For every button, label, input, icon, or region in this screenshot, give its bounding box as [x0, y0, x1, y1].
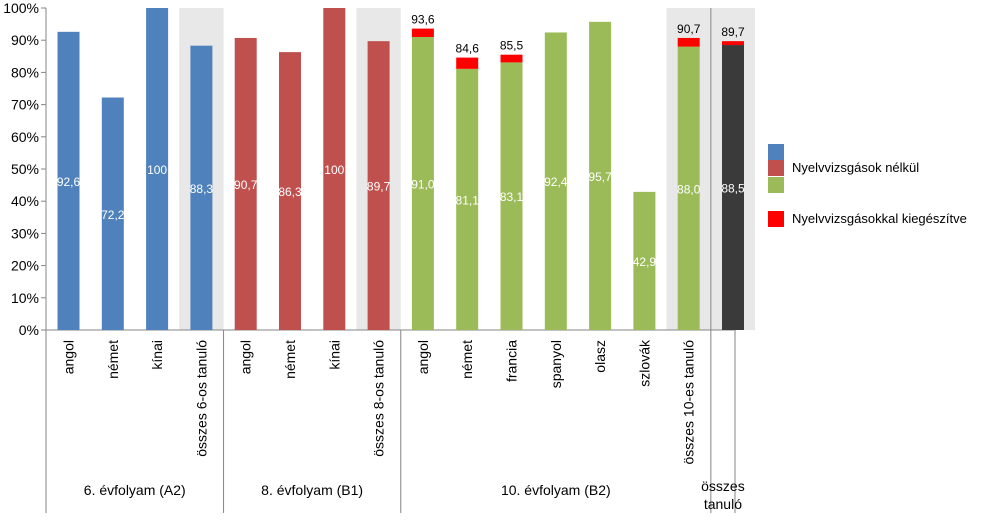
bar-value-label: 83,1	[500, 190, 524, 204]
bar-value-label: 86,3	[278, 185, 302, 199]
bar	[101, 97, 124, 331]
y-tick-label: 90%	[11, 32, 39, 48]
x-tick-label: német	[459, 340, 475, 379]
x-tick-label: angol	[238, 340, 254, 374]
bar	[279, 52, 301, 330]
y-tick-label: 50%	[11, 161, 39, 177]
bar-extra-segment	[456, 57, 479, 69]
legend-entry-without-exam: Nyelvvizsgások nélkül	[768, 144, 978, 194]
x-tick-label: angol	[61, 340, 77, 374]
y-tick-label: 70%	[11, 97, 39, 113]
legend-swatch-extra	[768, 211, 784, 227]
y-tick-label: 100%	[3, 0, 39, 16]
bar-value-label: 88,0	[677, 182, 701, 196]
x-tick-label: kínai	[326, 340, 342, 370]
bar-value-label: 88,3	[190, 182, 214, 196]
legend-label-without-exam: Nyelvvizsgások nélkül	[792, 160, 920, 175]
y-tick-label: 20%	[11, 258, 39, 274]
group-label-line: tanuló	[704, 496, 742, 512]
bar-value-label: 91,0	[411, 177, 435, 191]
bar	[57, 31, 80, 330]
bar-extra-segment	[411, 28, 434, 37]
bar	[190, 45, 213, 330]
bar-value-label: 100	[147, 163, 167, 177]
x-tick-label: összes 8-os tanuló	[371, 340, 387, 457]
y-tick-label: 10%	[11, 290, 39, 306]
bar-value-label: 81,1	[456, 193, 480, 207]
bar	[323, 8, 346, 330]
y-tick-label: 0%	[19, 322, 39, 338]
bar-total-label: 85,5	[500, 39, 524, 53]
bar-value-label: 100	[324, 163, 344, 177]
legend: Nyelvvizsgások nélkül Nyelvvizsgásokkal …	[768, 144, 978, 228]
bar	[677, 46, 700, 330]
bar-value-label: 90,7	[234, 178, 258, 192]
x-tick-label: spanyol	[548, 340, 564, 388]
bar-value-label: 88,5	[721, 182, 745, 196]
bar	[411, 36, 434, 330]
bar-total-label: 93,6	[411, 13, 435, 27]
x-tick-label: német	[105, 340, 121, 379]
legend-entry-with-exam: Nyelvvizsgásokkal kiegészítve	[768, 210, 978, 228]
y-tick-label: 60%	[11, 129, 39, 145]
bar-value-label: 72,2	[101, 208, 125, 222]
x-tick-label: összes 10-es tanuló	[681, 340, 697, 465]
bar-total-label: 89,7	[721, 25, 745, 39]
y-tick-label: 80%	[11, 64, 39, 80]
bar-extra-segment	[677, 37, 700, 47]
bar	[589, 21, 612, 330]
group-label: 6. évfolyam (A2)	[84, 482, 186, 498]
legend-swatch-blue	[768, 144, 784, 160]
legend-label-with-exam: Nyelvvizsgásokkal kiegészítve	[792, 211, 967, 226]
x-tick-label: francia	[504, 340, 520, 382]
bar-extra-segment	[722, 41, 744, 46]
x-tick-label: német	[282, 340, 298, 379]
bar	[500, 62, 523, 330]
group-label-line: összes	[701, 478, 745, 494]
bar	[633, 191, 656, 330]
x-tick-label: kínai	[149, 340, 165, 370]
bar-value-label: 92,4	[544, 175, 568, 189]
bar-value-label: 95,7	[588, 170, 612, 184]
group-label: 10. évfolyam (B2)	[501, 482, 611, 498]
bar	[544, 32, 567, 331]
bar	[146, 8, 169, 330]
bar-value-label: 89,7	[367, 180, 391, 194]
x-tick-label: összes 6-os tanuló	[193, 340, 209, 457]
legend-swatch-green	[768, 177, 784, 193]
legend-swatch-red	[768, 160, 784, 176]
bar-total-label: 84,6	[456, 42, 480, 56]
bar-total-label: 90,7	[677, 22, 701, 36]
bar	[367, 41, 390, 330]
bar	[234, 37, 257, 331]
bar-extra-segment	[500, 54, 523, 63]
group-label: 8. évfolyam (B1)	[261, 482, 363, 498]
y-tick-label: 40%	[11, 193, 39, 209]
bar	[456, 68, 479, 330]
x-tick-label: angol	[415, 340, 431, 374]
y-tick-label: 30%	[11, 225, 39, 241]
bar-value-label: 92,6	[57, 175, 81, 189]
bar	[722, 45, 744, 330]
x-tick-label: szlovák	[636, 339, 652, 387]
bar-value-label: 42,9	[633, 255, 657, 269]
x-tick-label: olasz	[592, 340, 608, 373]
